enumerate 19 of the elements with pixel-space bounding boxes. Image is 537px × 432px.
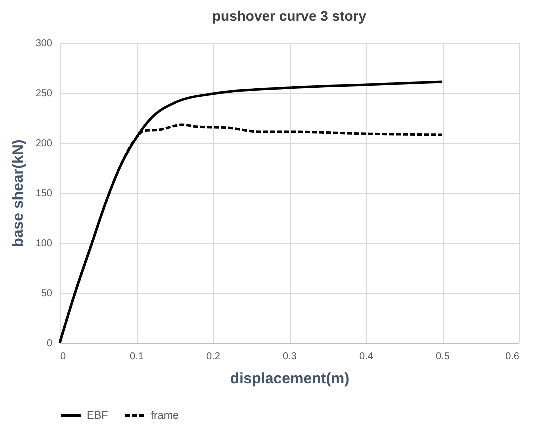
legend-label: frame [151,410,180,422]
x-tick-label: 0.1 [130,352,144,362]
x-tick-label: 0.3 [283,352,298,362]
x-tick-label: 0 [60,352,66,362]
y-axis-title: base shear(kN) [10,140,27,248]
y-tick-label: 100 [36,238,53,250]
x-tick-label: 0.5 [436,352,450,362]
y-tick-label: 200 [36,138,53,150]
y-tick-label: 50 [41,288,53,300]
x-axis-title: displacement(m) [230,370,350,388]
legend-label: EBF [87,410,109,422]
y-tick-label: 150 [36,188,53,200]
x-tick-label: 0.2 [206,352,221,362]
y-tick-label: 250 [36,88,53,100]
x-tick-label: 0.4 [360,352,374,362]
x-tick-label: 0.6 [506,352,520,362]
y-tick-label: 300 [36,38,53,50]
y-tick-label: 0 [46,338,53,350]
chart-title: pushover curve 3 story [212,8,367,24]
